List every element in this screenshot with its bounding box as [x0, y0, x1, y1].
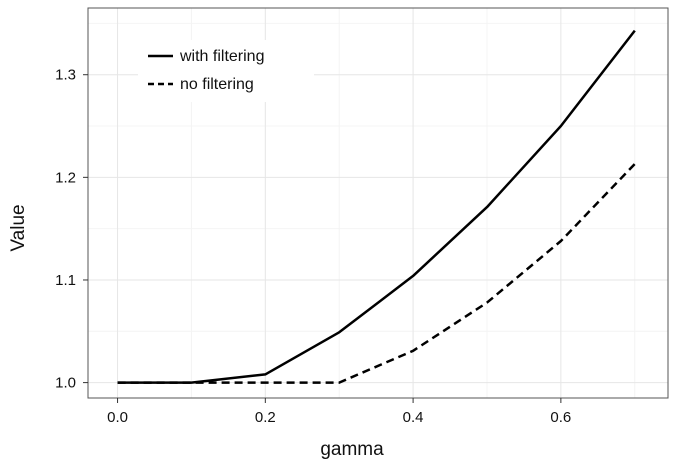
x-axis-title: gamma	[320, 439, 384, 460]
y-axis-ticks: 1.0 1.1 1.2 1.3	[55, 67, 88, 392]
y-tick-label: 1.1	[55, 272, 76, 289]
x-tick-label: 0.6	[550, 409, 571, 426]
x-axis-ticks: 0.0 0.2 0.4 0.6	[107, 398, 571, 426]
minor-grid	[88, 8, 668, 398]
legend-label-no-filtering: no filtering	[180, 76, 254, 93]
major-grid	[88, 8, 668, 398]
x-tick-label: 0.0	[107, 409, 128, 426]
y-tick-label: 1.2	[55, 169, 76, 186]
x-tick-label: 0.4	[403, 409, 424, 426]
legend: with filtering no filtering	[138, 40, 314, 102]
legend-label-with-filtering: with filtering	[179, 48, 264, 65]
series-line-no-filtering	[117, 163, 636, 384]
legend-background	[138, 40, 314, 102]
series-lines	[117, 29, 636, 384]
y-axis-title: Value	[8, 204, 29, 251]
y-tick-label: 1.3	[55, 67, 76, 84]
y-tick-label: 1.0	[55, 375, 76, 392]
series-line-with-filtering	[117, 29, 636, 384]
x-tick-label: 0.2	[255, 409, 276, 426]
plot-frame	[87, 7, 669, 399]
